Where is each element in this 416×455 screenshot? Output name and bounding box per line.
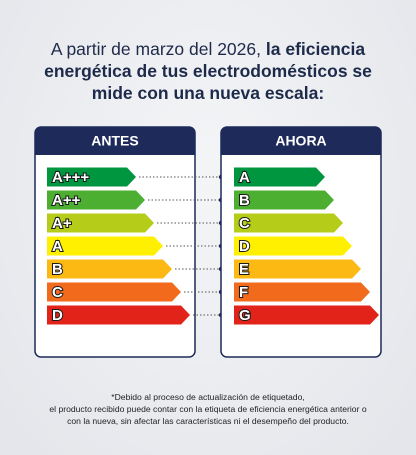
energy-class: A+	[52, 215, 72, 232]
energy-class: A	[239, 169, 250, 186]
energy-arrow	[47, 305, 190, 325]
energy-class: D	[52, 307, 63, 324]
panel-title: ANTES	[91, 133, 138, 149]
energy-arrow	[234, 213, 343, 233]
footnote: *Debido al proceso de actualización de e…	[10, 391, 406, 427]
energy-class: E	[239, 261, 249, 278]
energy-arrow	[47, 190, 145, 210]
panel-header	[35, 127, 195, 155]
energy-arrow	[47, 259, 172, 279]
energy-class: C	[239, 215, 250, 232]
energy-arrow	[234, 236, 352, 256]
title: A partir de marzo del 2026, la eficienci…	[40, 38, 376, 104]
energy-class: A	[52, 238, 63, 255]
energy-arrow	[234, 190, 334, 210]
energy-arrow	[47, 213, 154, 233]
title-normal: A partir de marzo del 2026,	[50, 39, 261, 59]
energy-arrow	[234, 259, 361, 279]
energy-class: A+++	[52, 169, 89, 186]
energy-arrow	[47, 282, 181, 302]
energy-class: F	[239, 284, 248, 301]
energy-arrow	[47, 236, 163, 256]
footnote-line: *Debido al proceso de actualización de e…	[111, 392, 305, 402]
panel-title: AHORA	[275, 133, 326, 149]
title-bold: la eficiencia energética de tus electrod…	[44, 39, 372, 103]
energy-class: C	[52, 284, 63, 301]
energy-class: A++	[52, 192, 81, 209]
energy-arrow	[47, 167, 136, 187]
energy-class: D	[239, 238, 250, 255]
energy-arrow	[234, 167, 325, 187]
energy-arrow	[234, 305, 379, 325]
energy-class: B	[239, 192, 250, 209]
panel-header	[221, 127, 381, 155]
footnote-line: con la nueva, sin afectar las caracterís…	[67, 416, 349, 426]
energy-arrow	[234, 282, 370, 302]
energy-class: B	[52, 261, 63, 278]
footnote-line: el producto recibido puede contar con la…	[49, 404, 367, 414]
energy-class: G	[239, 307, 251, 324]
